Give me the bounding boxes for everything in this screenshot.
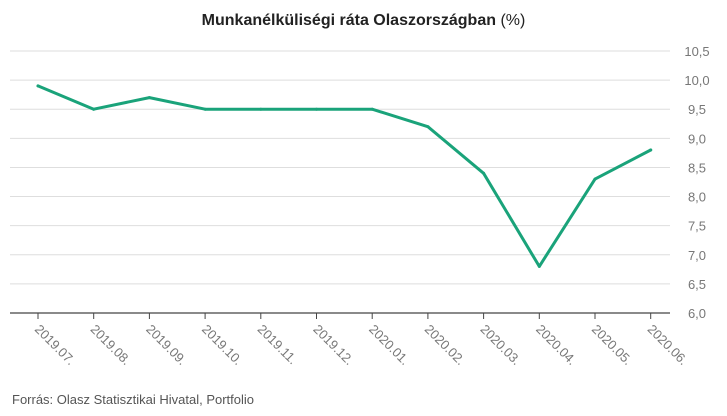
data-point bbox=[147, 96, 151, 100]
data-point bbox=[482, 171, 486, 175]
y-tick-label: 8,0 bbox=[688, 190, 706, 205]
x-tick-label: 2020.01. bbox=[366, 322, 412, 368]
x-tick-label: 2020.04. bbox=[533, 322, 579, 368]
data-point bbox=[593, 177, 597, 181]
series-line bbox=[36, 84, 653, 268]
chart-title-unit: (%) bbox=[500, 12, 526, 29]
data-point bbox=[315, 107, 318, 111]
x-tick-label: 2020.05. bbox=[589, 322, 635, 368]
y-tick-label: 10,0 bbox=[684, 73, 709, 88]
data-point bbox=[426, 125, 430, 129]
data-point bbox=[36, 84, 40, 88]
y-tick-label: 8,5 bbox=[688, 160, 706, 175]
y-tick-label: 7,0 bbox=[688, 248, 706, 263]
x-tick-label: 2019.11. bbox=[255, 322, 301, 368]
chart-title: Munkanélküliségi ráta Olaszországban (%) bbox=[0, 12, 727, 30]
x-tick-label: 2019.08. bbox=[88, 322, 134, 368]
x-tick-label: 2019.09. bbox=[143, 322, 189, 368]
y-tick-label: 10,5 bbox=[684, 44, 709, 59]
y-tick-label: 7,5 bbox=[688, 219, 706, 234]
x-tick-label: 2019.10. bbox=[199, 322, 245, 368]
y-tick-label: 6,5 bbox=[688, 277, 706, 292]
x-tick-label: 2020.03. bbox=[477, 322, 523, 368]
data-point bbox=[370, 107, 374, 111]
data-point bbox=[92, 107, 96, 111]
y-tick-label: 6,0 bbox=[688, 306, 706, 321]
x-tick-label: 2019.12. bbox=[310, 322, 356, 368]
chart-title-main: Munkanélküliségi ráta Olaszországban bbox=[201, 12, 496, 29]
x-tick-label: 2020.06. bbox=[645, 322, 691, 368]
source-note: Forrás: Olasz Statisztikai Hivatal, Port… bbox=[12, 392, 255, 407]
data-point bbox=[649, 148, 653, 152]
y-tick-label: 9,0 bbox=[688, 131, 706, 146]
y-tick-label: 9,5 bbox=[688, 102, 706, 117]
data-point bbox=[537, 264, 541, 268]
data-point bbox=[259, 107, 263, 111]
x-tick-label: 2019.07. bbox=[32, 322, 78, 368]
data-point bbox=[203, 107, 207, 111]
x-tick-label: 2020.02. bbox=[422, 322, 468, 368]
